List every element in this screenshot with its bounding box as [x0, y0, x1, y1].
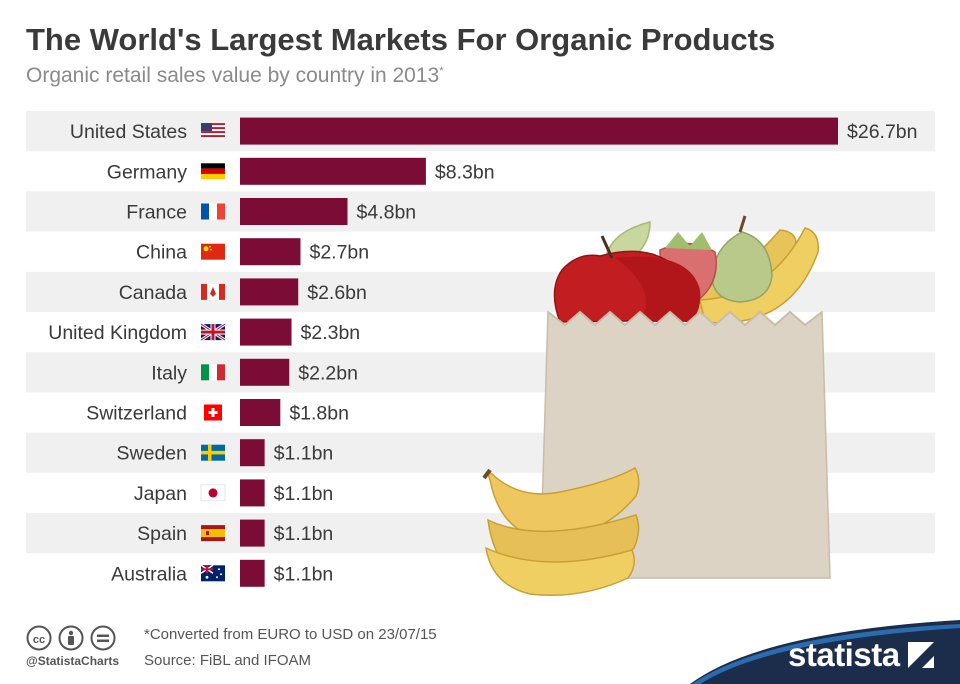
flag-us-icon: [201, 123, 225, 140]
bar-germany: [240, 157, 426, 185]
category-label-germany: Germany: [107, 161, 187, 183]
value-label-united-states: $26.7bn: [847, 121, 918, 143]
creative-commons-icon: cc: [26, 625, 52, 651]
value-label-france: $4.8bn: [357, 202, 417, 224]
flag-ch-icon: [204, 404, 222, 421]
license-icons: cc: [26, 625, 141, 656]
statista-handle: @StatistaCharts: [26, 654, 120, 668]
flag-de-icon: [201, 163, 225, 180]
value-label-australia: $1.1bn: [274, 563, 334, 585]
no-derivatives-icon: [90, 625, 116, 651]
chart-subtitle: Organic retail sales value by country in…: [26, 64, 444, 88]
category-label-japan: Japan: [134, 483, 187, 505]
flag-gb-icon: [200, 322, 226, 342]
value-label-spain: $1.1bn: [274, 523, 334, 545]
value-label-japan: $1.1bn: [274, 483, 334, 505]
category-label-united-kingdom: United Kingdom: [48, 322, 187, 344]
category-label-china: China: [136, 242, 187, 264]
row-stripe: [26, 191, 935, 232]
bar-spain: [240, 519, 265, 547]
footnote: *Converted from EURO to USD on 23/07/15: [144, 626, 437, 643]
flag-es-icon: [201, 525, 225, 542]
grocery-bag-illustration: [482, 215, 831, 597]
flag-cn-icon: [201, 243, 225, 260]
category-label-spain: Spain: [137, 523, 187, 545]
attribution-icon: [58, 625, 84, 651]
value-label-canada: $2.6bn: [307, 282, 367, 304]
flag-fr-icon: [201, 203, 225, 220]
statista-brand: statista: [788, 636, 900, 673]
bar-switzerland: [240, 399, 281, 426]
category-label-united-states: United States: [70, 121, 187, 143]
flag-jp-icon: [200, 484, 226, 502]
value-label-germany: $8.3bn: [435, 161, 495, 183]
category-label-australia: Australia: [111, 563, 187, 585]
value-label-united-kingdom: $2.3bn: [301, 322, 361, 344]
bar-canada: [240, 278, 299, 306]
category-label-sweden: Sweden: [117, 443, 187, 465]
category-label-canada: Canada: [119, 282, 187, 304]
value-label-italy: $2.2bn: [298, 362, 358, 384]
category-labels: United States Germany France China Canada Uni…: [48, 121, 187, 585]
bar-united-states: [240, 117, 838, 145]
value-label-switzerland: $1.8bn: [289, 403, 349, 425]
category-label-italy: Italy: [151, 362, 187, 384]
value-label-china: $2.7bn: [309, 242, 369, 264]
brand-band: [690, 620, 960, 684]
bar-united-kingdom: [240, 318, 292, 346]
value-labels: $26.7bn $8.3bn $4.8bn $2.7bn $2.6bn $2.3bn $2.…: [274, 121, 918, 585]
bar-australia: [240, 559, 265, 587]
bar-japan: [240, 479, 265, 507]
bar-sweden: [240, 439, 265, 467]
bar-france: [240, 198, 348, 225]
flag-it-icon: [201, 364, 225, 381]
bars: [240, 117, 838, 587]
chart-title: The World's Largest Markets For Organic …: [26, 22, 776, 57]
category-label-france: France: [126, 202, 187, 224]
flag-au-icon: [200, 564, 225, 582]
flag-se-icon: [201, 444, 225, 461]
bar-china: [240, 238, 301, 266]
flag-ca-icon: [201, 283, 225, 300]
value-label-sweden: $1.1bn: [274, 443, 334, 465]
svg-text:cc: cc: [33, 634, 45, 646]
statista-logo-icon: [908, 642, 934, 668]
source-note: Source: FiBL and IFOAM: [144, 652, 312, 669]
subtitle-text: Organic retail sales value by country in…: [26, 64, 440, 87]
flag-icons: [200, 123, 226, 582]
category-label-switzerland: Switzerland: [86, 403, 187, 425]
subtitle-footnote-mark: *: [439, 65, 444, 77]
bar-italy: [240, 358, 290, 386]
